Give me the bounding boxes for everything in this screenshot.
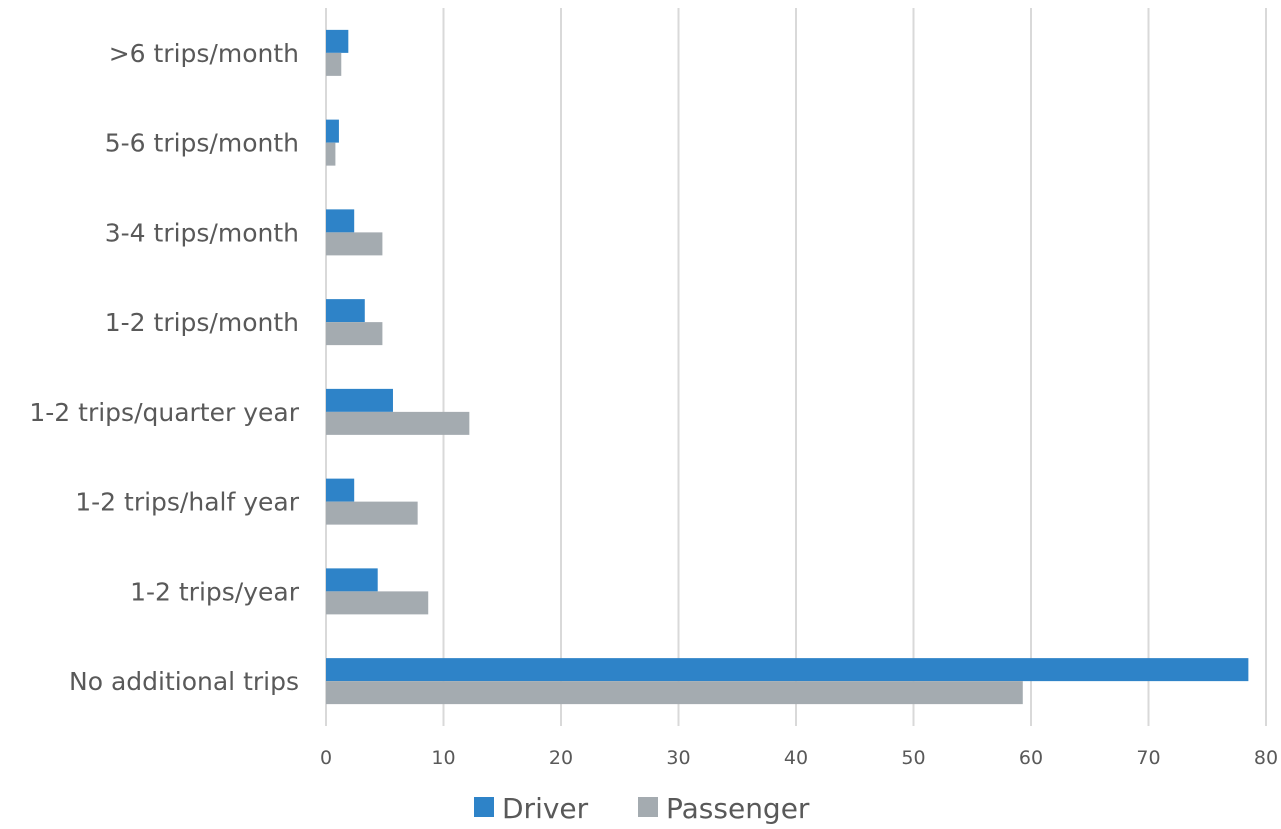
bar-driver-6: [326, 119, 339, 143]
bar-passenger-7: [326, 52, 342, 76]
category-label: 1-2 trips/quarter year: [29, 398, 299, 427]
x-tick-label: 50: [901, 747, 925, 769]
bar-driver-2: [326, 478, 355, 502]
x-tick-label: 80: [1254, 747, 1278, 769]
bar-driver-5: [326, 209, 355, 233]
x-tick-label: 10: [431, 747, 455, 769]
x-tick-label: 20: [549, 747, 573, 769]
category-label: 1-2 trips/half year: [75, 488, 299, 517]
category-label: No additional trips: [69, 667, 299, 696]
bar-driver-1: [326, 568, 378, 592]
bar-passenger-6: [326, 142, 336, 166]
legend-swatch-driver: [474, 797, 494, 817]
bar-driver-3: [326, 388, 393, 412]
bar-passenger-4: [326, 322, 383, 346]
category-label: >6 trips/month: [109, 39, 299, 68]
x-tick-label: 70: [1136, 747, 1160, 769]
category-label: 5-6 trips/month: [105, 129, 299, 158]
bar-driver-7: [326, 29, 349, 53]
bar-driver-4: [326, 299, 365, 323]
category-label: 1-2 trips/month: [105, 308, 299, 337]
value-axis-labels: 0 10 20 30 40 50 60 70 80: [320, 747, 1278, 769]
bar-passenger-0: [326, 681, 1023, 705]
x-tick-label: 40: [784, 747, 808, 769]
bar-passenger-3: [326, 411, 470, 435]
bar-passenger-2: [326, 501, 418, 525]
x-tick-label: 30: [666, 747, 690, 769]
bar-passenger-5: [326, 232, 383, 256]
category-label: 1-2 trips/year: [130, 577, 300, 606]
x-tick-label: 60: [1019, 747, 1043, 769]
bar-driver-0: [326, 658, 1249, 682]
bar-passenger-1: [326, 591, 429, 615]
legend-label-passenger: Passenger: [666, 792, 810, 825]
legend-swatch-passenger: [638, 797, 658, 817]
category-axis-labels: No additional trips 1-2 trips/year 1-2 tri…: [29, 39, 299, 696]
legend: Driver Passenger: [474, 792, 810, 825]
category-label: 3-4 trips/month: [105, 218, 299, 247]
legend-label-driver: Driver: [502, 792, 589, 825]
x-tick-label: 0: [320, 747, 332, 769]
gridlines: [325, 8, 1267, 726]
bars: [326, 29, 1249, 705]
